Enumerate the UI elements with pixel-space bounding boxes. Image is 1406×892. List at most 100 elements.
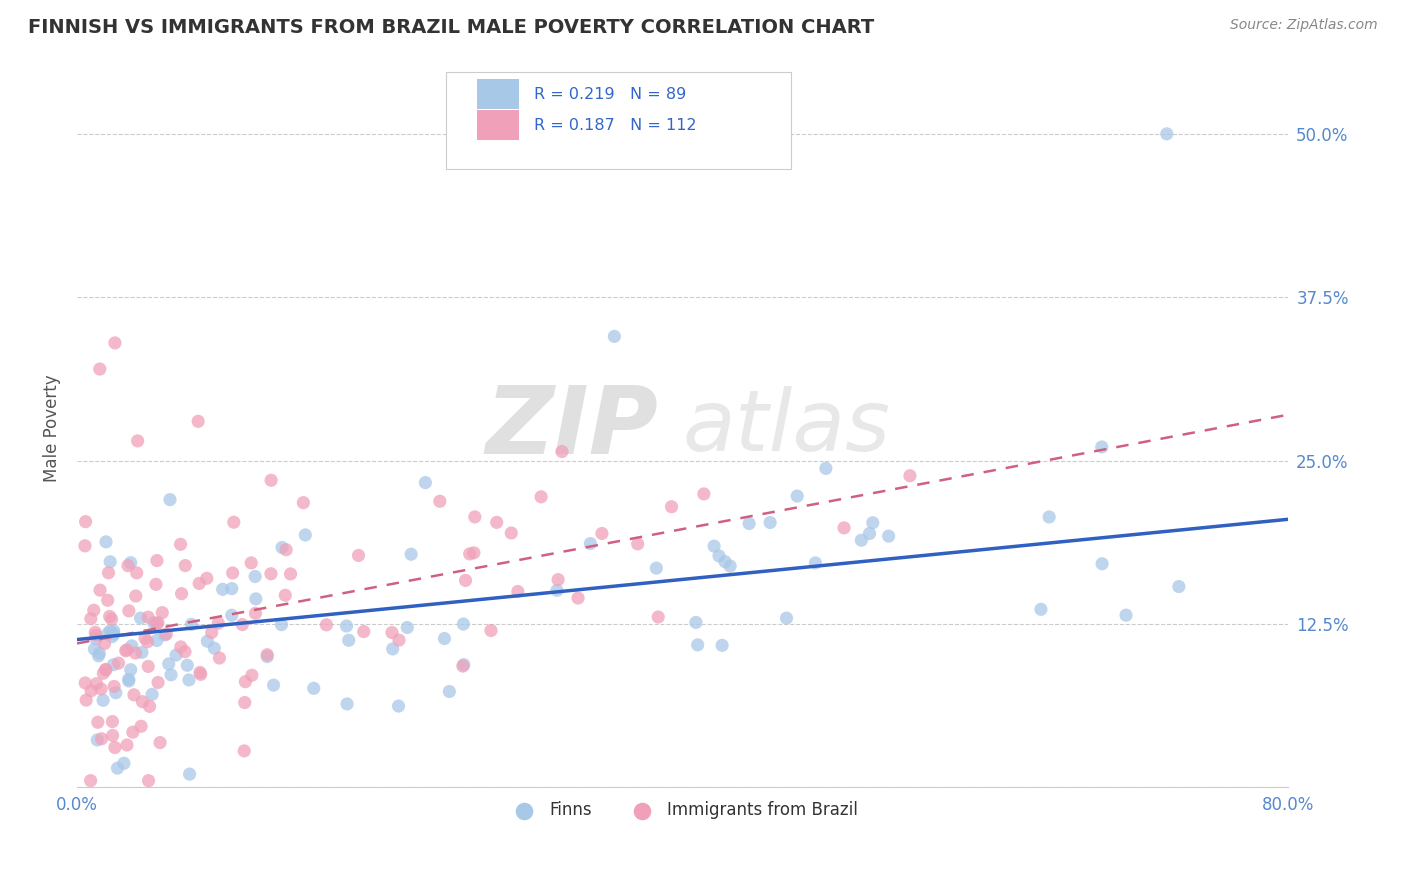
Point (256, 649, 278, 664)
Point (136, 634, 159, 648)
Point (177, 673, 200, 687)
Point (485, 516, 508, 530)
Point (134, 632, 156, 646)
Point (464, 509, 486, 524)
Point (685, 615, 707, 630)
Point (260, 473, 283, 487)
FancyBboxPatch shape (446, 72, 792, 169)
Point (388, 633, 411, 648)
Point (150, 606, 173, 620)
Point (195, 571, 218, 585)
Point (453, 617, 475, 632)
Point (579, 536, 602, 550)
Point (433, 632, 456, 646)
Point (114, 644, 136, 658)
Point (174, 645, 197, 659)
Point (551, 444, 574, 458)
Point (195, 634, 218, 648)
Point (453, 657, 475, 672)
Legend: Finns, Immigrants from Brazil: Finns, Immigrants from Brazil (501, 794, 865, 826)
Point (101, 714, 124, 729)
Point (86, 676, 108, 690)
Point (100, 612, 122, 626)
Point (84, 632, 107, 646)
Point (292, 496, 315, 510)
Point (814, 461, 837, 475)
Point (80, 683, 103, 698)
Point (647, 610, 669, 624)
Point (98, 624, 121, 638)
Point (125, 566, 148, 580)
Point (399, 547, 422, 561)
Point (506, 584, 529, 599)
Point (121, 725, 143, 739)
Point (104, 335, 127, 350)
Point (851, 533, 873, 548)
Point (73, 539, 96, 553)
Point (759, 516, 782, 530)
Point (83, 642, 105, 657)
Point (832, 521, 855, 535)
Point (97, 566, 120, 580)
Point (567, 591, 589, 605)
Point (75, 515, 97, 529)
Point (276, 542, 298, 557)
Point (87, 648, 110, 663)
Point (157, 657, 180, 671)
Point (170, 640, 193, 654)
Point (145, 577, 167, 591)
Point (90, 681, 112, 696)
Point (125, 589, 148, 603)
Text: FINNISH VS IMMIGRANTS FROM BRAZIL MALE POVERTY CORRELATION CHART: FINNISH VS IMMIGRANTS FROM BRAZIL MALE P… (28, 18, 875, 37)
Point (98, 555, 121, 569)
Point (243, 569, 266, 583)
Point (159, 492, 181, 507)
Point (1167, 580, 1189, 594)
Point (153, 628, 176, 642)
Point (117, 558, 139, 573)
Point (645, 561, 668, 575)
Point (718, 559, 741, 574)
Point (145, 617, 167, 632)
Point (221, 608, 243, 623)
Point (775, 611, 797, 625)
Point (221, 582, 243, 596)
Point (707, 549, 730, 563)
Point (104, 686, 127, 700)
Point (94, 663, 117, 677)
FancyBboxPatch shape (477, 79, 519, 110)
Point (75, 693, 97, 707)
Point (245, 607, 267, 621)
Point (124, 646, 146, 660)
Point (714, 555, 737, 569)
Point (101, 630, 124, 644)
Point (201, 625, 224, 640)
Point (91, 693, 114, 707)
Point (120, 663, 142, 677)
Point (146, 675, 169, 690)
Point (136, 610, 159, 624)
Point (686, 638, 709, 652)
Point (294, 528, 316, 542)
Point (396, 621, 419, 635)
Point (97, 626, 120, 640)
Point (627, 537, 650, 551)
Y-axis label: Male Poverty: Male Poverty (44, 374, 60, 482)
Point (176, 658, 198, 673)
Point (347, 549, 370, 563)
Text: ZIP: ZIP (485, 382, 658, 474)
Point (103, 657, 125, 672)
Point (546, 583, 568, 598)
Point (1029, 602, 1052, 616)
Point (160, 668, 183, 682)
Point (260, 566, 283, 581)
Point (165, 648, 187, 662)
Point (738, 516, 761, 531)
Point (1038, 510, 1060, 524)
Point (146, 615, 169, 630)
Point (103, 624, 125, 638)
Point (1156, 127, 1178, 141)
Point (415, 475, 437, 490)
Text: atlas: atlas (682, 386, 890, 469)
Point (141, 687, 163, 701)
